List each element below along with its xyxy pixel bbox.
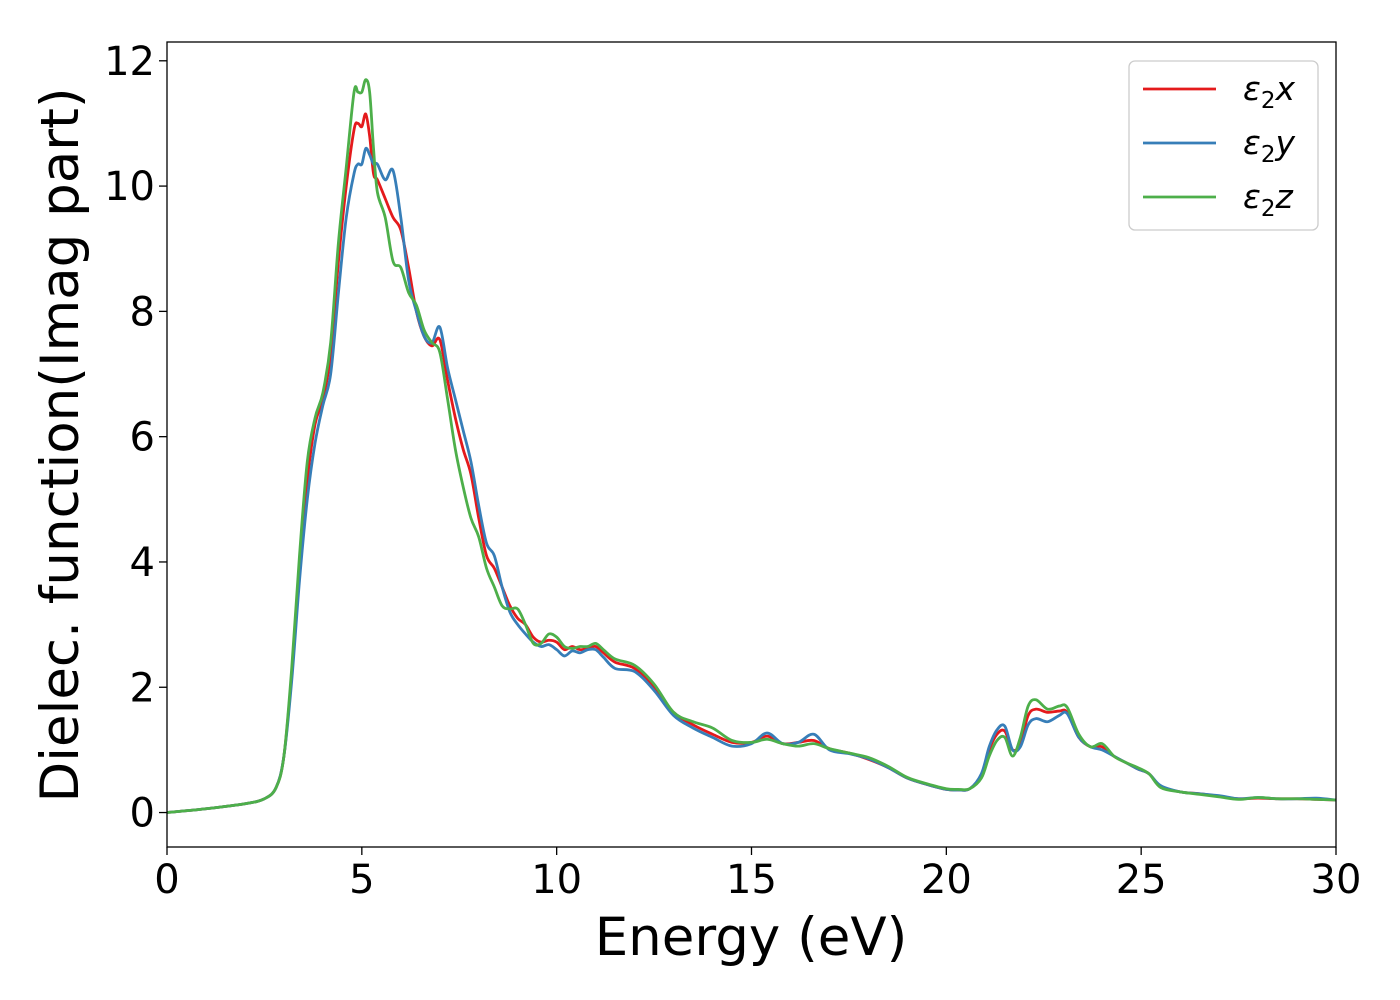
x-tick-label: 15 xyxy=(726,857,777,903)
y-tick-label: 12 xyxy=(104,39,155,85)
legend-label-2: ε2y xyxy=(1243,123,1295,168)
series-line-3 xyxy=(167,78,1336,814)
y-tick-label: 8 xyxy=(130,289,155,335)
legend-label-1: ε2x xyxy=(1243,69,1295,114)
legend-label-3: ε2z xyxy=(1243,177,1293,222)
y-tick-label: 0 xyxy=(130,791,155,837)
legend: ε2x ε2y ε2z xyxy=(1128,60,1319,231)
x-tick-label: 0 xyxy=(154,857,179,903)
x-tick-label: 20 xyxy=(921,857,972,903)
x-tick-label: 25 xyxy=(1116,857,1167,903)
legend-box xyxy=(1128,60,1319,231)
series-lines xyxy=(167,78,1336,814)
x-tick-label: 10 xyxy=(531,857,582,903)
y-tick-label: 10 xyxy=(104,164,155,210)
series-line-2 xyxy=(167,146,1336,814)
x-axis-label: Energy (eV) xyxy=(595,907,908,968)
y-tick-label: 6 xyxy=(130,415,155,461)
x-tick-label: 5 xyxy=(349,857,374,903)
x-tick-label: 30 xyxy=(1311,857,1362,903)
axis-ticks: 0 5 10 15 20 25 30 0 2 4 6 8 10 12 xyxy=(104,39,1361,903)
y-tick-label: 2 xyxy=(130,665,155,711)
y-axis-label: Dielec. function(Imag part) xyxy=(30,87,91,802)
y-tick-label: 4 xyxy=(130,540,155,586)
